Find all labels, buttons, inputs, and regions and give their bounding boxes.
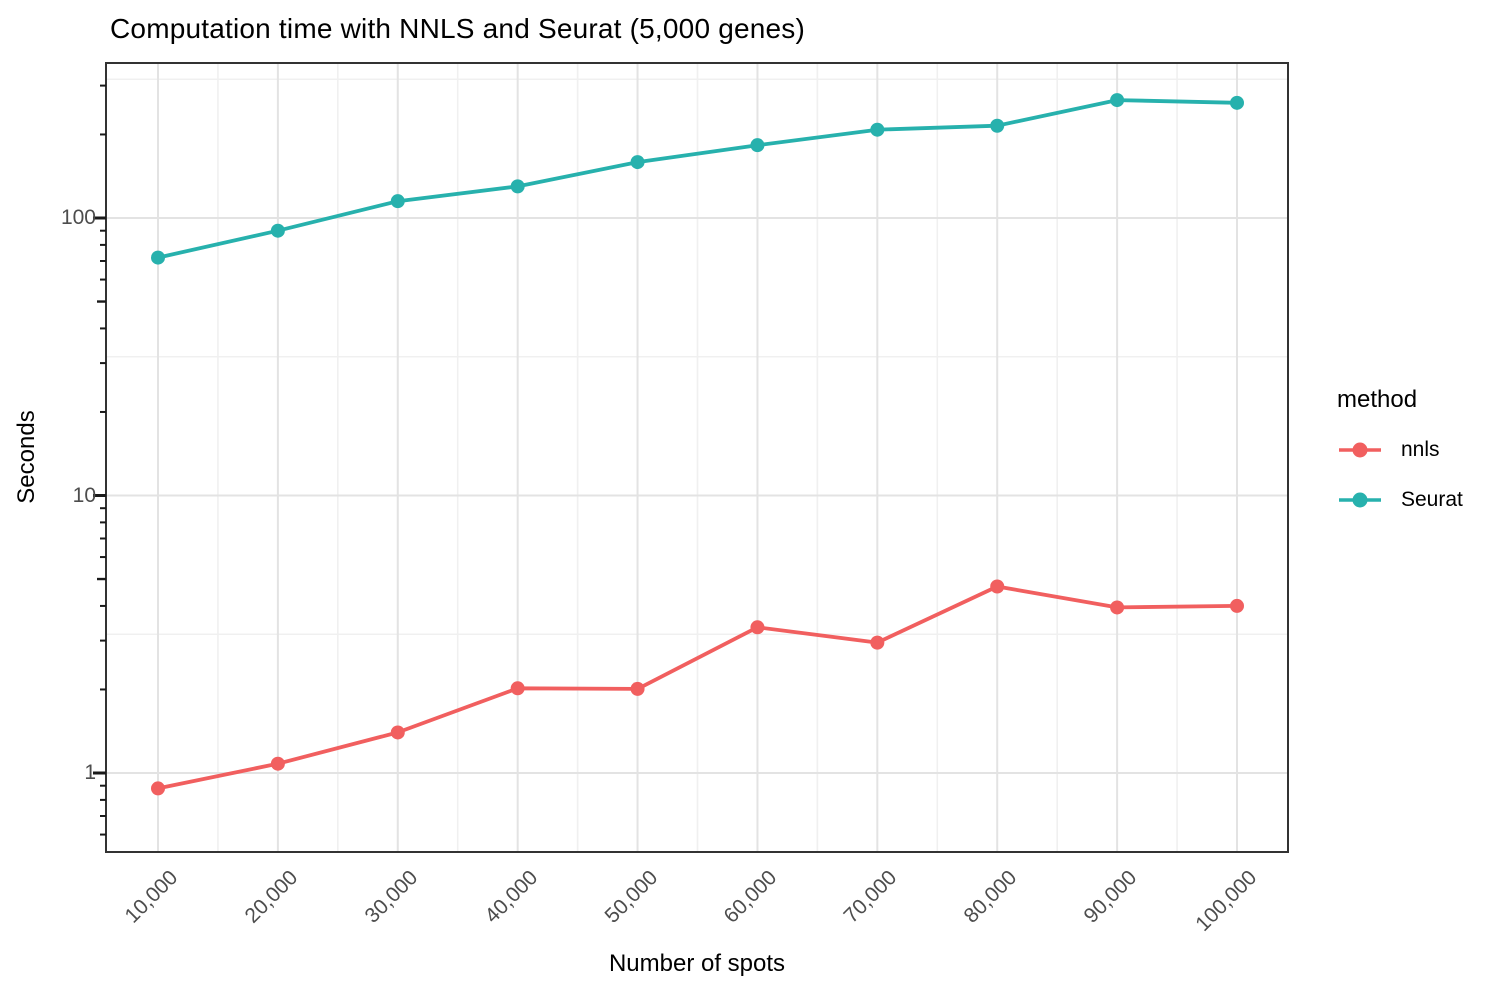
- data-point-nnls: [630, 681, 645, 696]
- data-point-nnls: [750, 620, 765, 635]
- data-point-Seurat: [1110, 93, 1125, 108]
- legend-title: method: [1337, 386, 1418, 413]
- data-point-Seurat: [990, 118, 1005, 133]
- data-point-nnls: [1230, 598, 1244, 613]
- data-point-Seurat: [1230, 95, 1244, 110]
- data-point-nnls: [990, 579, 1005, 594]
- data-point-nnls: [270, 756, 285, 771]
- data-point-nnls: [390, 725, 405, 740]
- x-axis-title: Number of spots: [608, 950, 786, 977]
- y-axis-tick-label: 1: [84, 761, 96, 784]
- data-point-nnls: [1110, 600, 1125, 615]
- legend-item-Seurat: Seurat: [1337, 488, 1463, 512]
- series-line-Seurat: [156, 98, 1239, 260]
- data-point-nnls: [510, 681, 525, 696]
- panel-border: [105, 62, 1289, 853]
- y-axis-title: Seconds: [13, 410, 40, 504]
- legend-label-Seurat: Seurat: [1401, 488, 1463, 511]
- data-point-Seurat: [270, 223, 285, 238]
- data-point-Seurat: [630, 155, 645, 170]
- y-axis-tick-label: 10: [72, 483, 96, 507]
- legend-item-nnls: nnls: [1337, 438, 1463, 462]
- data-point-Seurat: [870, 122, 885, 137]
- data-point-Seurat: [151, 250, 165, 265]
- legend-label-nnls: nnls: [1401, 438, 1440, 461]
- data-point-nnls: [151, 781, 165, 796]
- data-point-Seurat: [390, 194, 405, 209]
- legend-key-Seurat: [1339, 492, 1381, 508]
- legend-key-nnls: [1339, 442, 1381, 458]
- legend: method nnls Seurat: [1337, 386, 1463, 538]
- series-line-nnls: [156, 584, 1239, 791]
- legend-items: nnls Seurat: [1337, 438, 1463, 512]
- chart-title: Computation time with NNLS and Seurat (5…: [110, 13, 806, 44]
- data-point-nnls: [870, 635, 885, 650]
- data-point-Seurat: [510, 179, 525, 194]
- y-axis-tick-label: 100: [60, 206, 96, 229]
- data-point-Seurat: [750, 138, 765, 153]
